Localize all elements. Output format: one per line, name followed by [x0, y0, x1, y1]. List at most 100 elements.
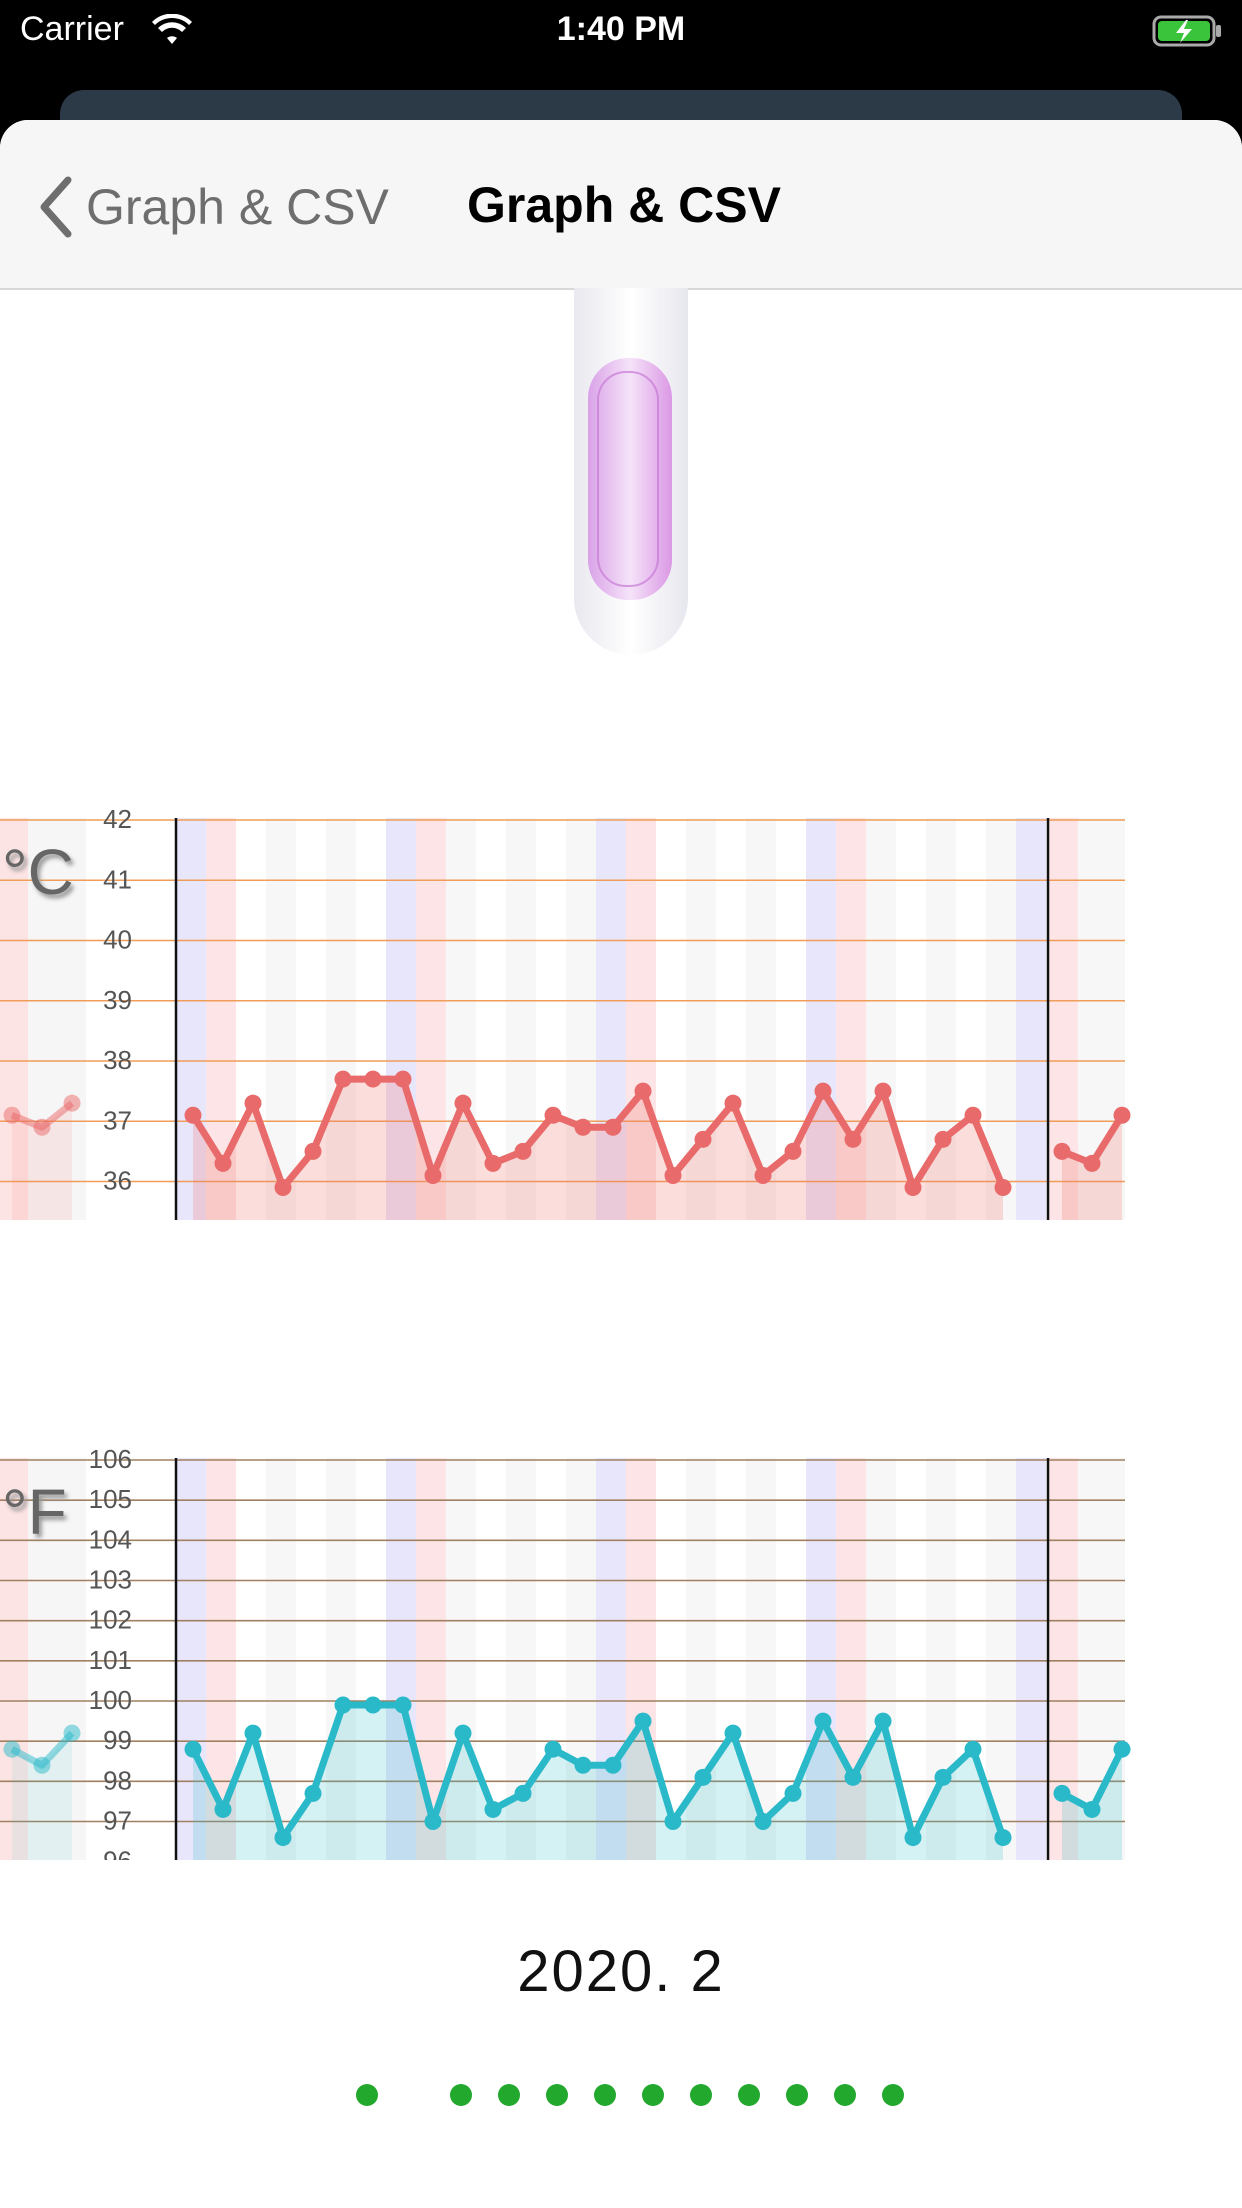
day-stripe	[566, 1458, 596, 1860]
carrier-label: Carrier	[20, 10, 124, 48]
y-tick-label: 103	[89, 1565, 132, 1595]
day-stripe	[446, 818, 476, 1220]
current-month-series-line	[190, 1075, 1007, 1192]
day-stripe	[956, 818, 986, 1220]
data-point	[184, 1740, 202, 1758]
data-point	[63, 1724, 81, 1742]
day-stripe	[326, 1458, 356, 1860]
data-point	[664, 1166, 682, 1184]
page-dot[interactable]	[498, 2084, 520, 2106]
page-dot[interactable]	[356, 2084, 378, 2106]
page-dot[interactable]	[786, 2084, 808, 2106]
day-stripe	[236, 818, 266, 1220]
data-point	[544, 1740, 562, 1758]
y-tick-label: 105	[89, 1484, 132, 1514]
day-stripe	[866, 818, 896, 1220]
day-stripe	[836, 1458, 866, 1860]
day-stripe	[476, 1458, 506, 1860]
next-month-series-area	[1062, 1749, 1122, 1860]
page-dot[interactable]	[450, 2084, 472, 2106]
data-point	[814, 1082, 832, 1100]
stripe-prev	[0, 1458, 28, 1860]
page-indicator	[0, 2074, 1242, 2114]
stripe-prev	[28, 1458, 86, 1860]
data-point	[1053, 1784, 1071, 1802]
data-point	[754, 1166, 772, 1184]
day-stripe	[446, 1458, 476, 1860]
data-point	[994, 1829, 1012, 1847]
page-dot[interactable]	[546, 2084, 568, 2106]
page-dot[interactable]	[882, 2084, 904, 2106]
data-point	[754, 1813, 772, 1830]
month-label: 2020. 2	[517, 1939, 725, 2004]
gridlines	[0, 1459, 1125, 1823]
data-point	[1083, 1800, 1101, 1818]
data-point	[724, 1094, 742, 1112]
data-point	[304, 1784, 322, 1802]
data-point	[274, 1179, 292, 1197]
back-button[interactable]: Graph & CSV	[36, 172, 389, 242]
data-point	[664, 1813, 682, 1830]
current-month-series-line	[189, 1701, 1007, 1842]
y-tick-label: 39	[103, 985, 132, 1015]
y-tick-label: 98	[103, 1765, 132, 1795]
page-dot[interactable]	[834, 2084, 856, 2106]
data-point	[184, 1106, 202, 1124]
data-point	[514, 1142, 532, 1160]
page-dot[interactable]	[690, 2084, 712, 2106]
page-dot[interactable]	[738, 2084, 760, 2106]
prev-month-series-area	[12, 1733, 72, 1860]
clock: 1:40 PM	[556, 10, 686, 48]
y-tick-label: 99	[103, 1725, 132, 1755]
page-dot[interactable]	[594, 2084, 616, 2106]
data-point	[1113, 1740, 1131, 1758]
data-point	[724, 1724, 742, 1742]
data-point	[694, 1768, 712, 1786]
background-stripes	[0, 818, 1125, 1220]
day-stripe	[1016, 1458, 1046, 1860]
day-stripe	[716, 818, 746, 1220]
y-tick-label: 41	[103, 864, 132, 894]
y-tick-label: 40	[103, 925, 132, 955]
y-tick-label: 97	[103, 1806, 132, 1836]
data-point	[934, 1768, 952, 1786]
data-point	[964, 1740, 982, 1758]
navigation-bar: Graph & CSV Graph & CSV	[0, 120, 1242, 290]
day-stripe	[236, 1458, 266, 1860]
prev-month-series-area	[12, 1103, 72, 1220]
data-point	[904, 1179, 922, 1197]
data-point	[874, 1082, 892, 1100]
data-point	[574, 1118, 592, 1136]
background-stripes	[0, 1458, 1125, 1860]
battery-icon	[1152, 15, 1221, 47]
y-tick-label: 106	[89, 1444, 132, 1474]
day-stripe	[356, 818, 386, 1220]
data-point	[514, 1784, 532, 1802]
data-point	[784, 1784, 802, 1802]
y-tick-label: 100	[89, 1685, 132, 1715]
day-stripe	[386, 818, 416, 1220]
data-point	[244, 1094, 262, 1112]
day-stripe	[656, 818, 686, 1220]
data-point	[694, 1130, 712, 1148]
data-point	[574, 1756, 592, 1774]
day-stripe	[926, 1458, 956, 1860]
y-tick-label: 96	[103, 1846, 132, 1860]
data-point	[844, 1768, 862, 1786]
chevron-left-icon	[40, 176, 72, 238]
unit-label: °F	[2, 1476, 67, 1548]
page-dot[interactable]	[642, 2084, 664, 2106]
data-point	[994, 1179, 1012, 1197]
y-tick-label: 102	[89, 1605, 132, 1635]
data-point	[364, 1070, 382, 1088]
data-point	[334, 1696, 352, 1714]
data-point	[424, 1166, 442, 1184]
day-stripe	[536, 1458, 566, 1860]
page-title: Graph & CSV	[467, 177, 781, 233]
data-point	[454, 1724, 472, 1742]
day-stripe	[716, 1458, 746, 1860]
data-point	[394, 1070, 412, 1088]
data-point	[274, 1829, 292, 1847]
data-point	[874, 1712, 892, 1730]
y-tick-label: 36	[103, 1166, 132, 1196]
